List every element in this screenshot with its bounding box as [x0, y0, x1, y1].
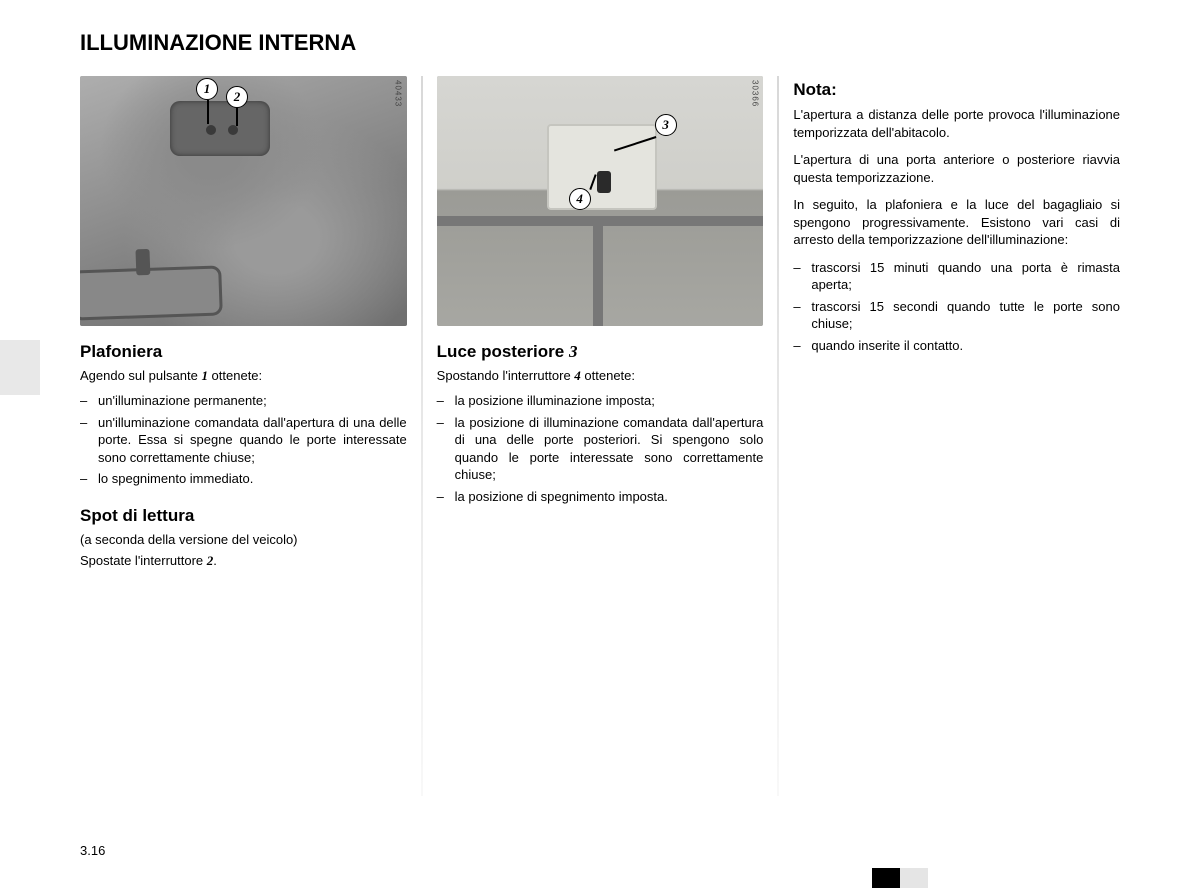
callout-2: 2: [226, 86, 248, 108]
callout-leader-1: [207, 100, 209, 124]
list-item: la posizione di illuminazione comandata …: [437, 414, 764, 484]
bottom-tab-black: [872, 868, 900, 888]
intro-plafoniera: Agendo sul pulsante 1 ottenete:: [80, 368, 407, 384]
heading-spot-lettura: Spot di lettura: [80, 506, 407, 526]
intro2-pre: Spostate l'interruttore: [80, 553, 207, 568]
list-item: la posizione di spegnimento imposta.: [437, 488, 764, 506]
button-1-dot: [206, 125, 216, 135]
list-item: lo spegnimento immediato.: [80, 470, 407, 488]
rearview-mirror: [80, 265, 223, 320]
paragraph: In seguito, la plafoniera e la luce del …: [793, 196, 1120, 249]
page-title: ILLUMINAZIONE INTERNA: [80, 30, 1120, 56]
bullets-nota: trascorsi 15 minuti quando una porta è r…: [793, 259, 1120, 355]
list-item: trascorsi 15 secondi quando tutte le por…: [793, 298, 1120, 333]
callout-3: 3: [655, 114, 677, 136]
intro-luce-posteriore: Spostando l'interruttore 4 ottenete:: [437, 368, 764, 384]
intro-pre: Spostando l'interruttore: [437, 368, 575, 383]
intro-pre: Agendo sul pulsante: [80, 368, 201, 383]
column-3: Nota: L'apertura a distanza delle porte …: [779, 76, 1120, 796]
heading-num: 3: [569, 342, 578, 361]
figure-code-2: 30366: [750, 80, 759, 107]
paragraph: L'apertura di una porta anteriore o post…: [793, 151, 1120, 186]
intro-post: ottenete:: [208, 368, 262, 383]
list-item: trascorsi 15 minuti quando una porta è r…: [793, 259, 1120, 294]
bottom-tab-grey: [900, 868, 928, 888]
ceiling-light-panel: [170, 101, 270, 156]
figure-code-1: 40433: [394, 80, 403, 107]
content-columns: 1 2 40433 Plafoniera Agendo sul pulsante…: [80, 76, 1120, 796]
list-item: un'illuminazione permanente;: [80, 392, 407, 410]
button-2-dot: [228, 125, 238, 135]
rear-light-panel: [547, 124, 657, 210]
figure-luce-posteriore: 3 4 30366: [437, 76, 764, 326]
intro2-post: .: [213, 553, 217, 568]
left-index-tab: [0, 340, 40, 395]
list-item: un'illuminazione comandata dall'apertura…: [80, 414, 407, 467]
callout-4: 4: [569, 188, 591, 210]
heading-pre: Luce posteriore: [437, 342, 569, 361]
paragraph: L'apertura a distanza delle porte provoc…: [793, 106, 1120, 141]
heading-nota: Nota:: [793, 80, 1120, 100]
column-2: 3 4 30366 Luce posteriore 3 Spostando l'…: [423, 76, 778, 796]
column-1: 1 2 40433 Plafoniera Agendo sul pulsante…: [80, 76, 421, 796]
switch-4-dot: [597, 171, 611, 193]
callout-leader-2: [236, 108, 238, 126]
page-number: 3.16: [80, 843, 105, 858]
intro-post: ottenete:: [581, 368, 635, 383]
list-item: quando inserite il contatto.: [793, 337, 1120, 355]
list-item: la posizione illuminazione imposta;: [437, 392, 764, 410]
figure-plafoniera: 1 2 40433: [80, 76, 407, 326]
heading-plafoniera: Plafoniera: [80, 342, 407, 362]
bullets-plafoniera: un'illuminazione permanente; un'illumina…: [80, 392, 407, 488]
callout-1: 1: [196, 78, 218, 100]
manual-page: ILLUMINAZIONE INTERNA 1 2 40433 Plafonie…: [0, 0, 1200, 888]
bullets-luce-posteriore: la posizione illuminazione imposta; la p…: [437, 392, 764, 505]
note-spot-lettura: (a seconda della versione del veicolo): [80, 532, 407, 547]
intro-spot-lettura: Spostate l'interruttore 2.: [80, 553, 407, 569]
heading-luce-posteriore: Luce posteriore 3: [437, 342, 764, 362]
interior-bar-v: [593, 216, 603, 326]
